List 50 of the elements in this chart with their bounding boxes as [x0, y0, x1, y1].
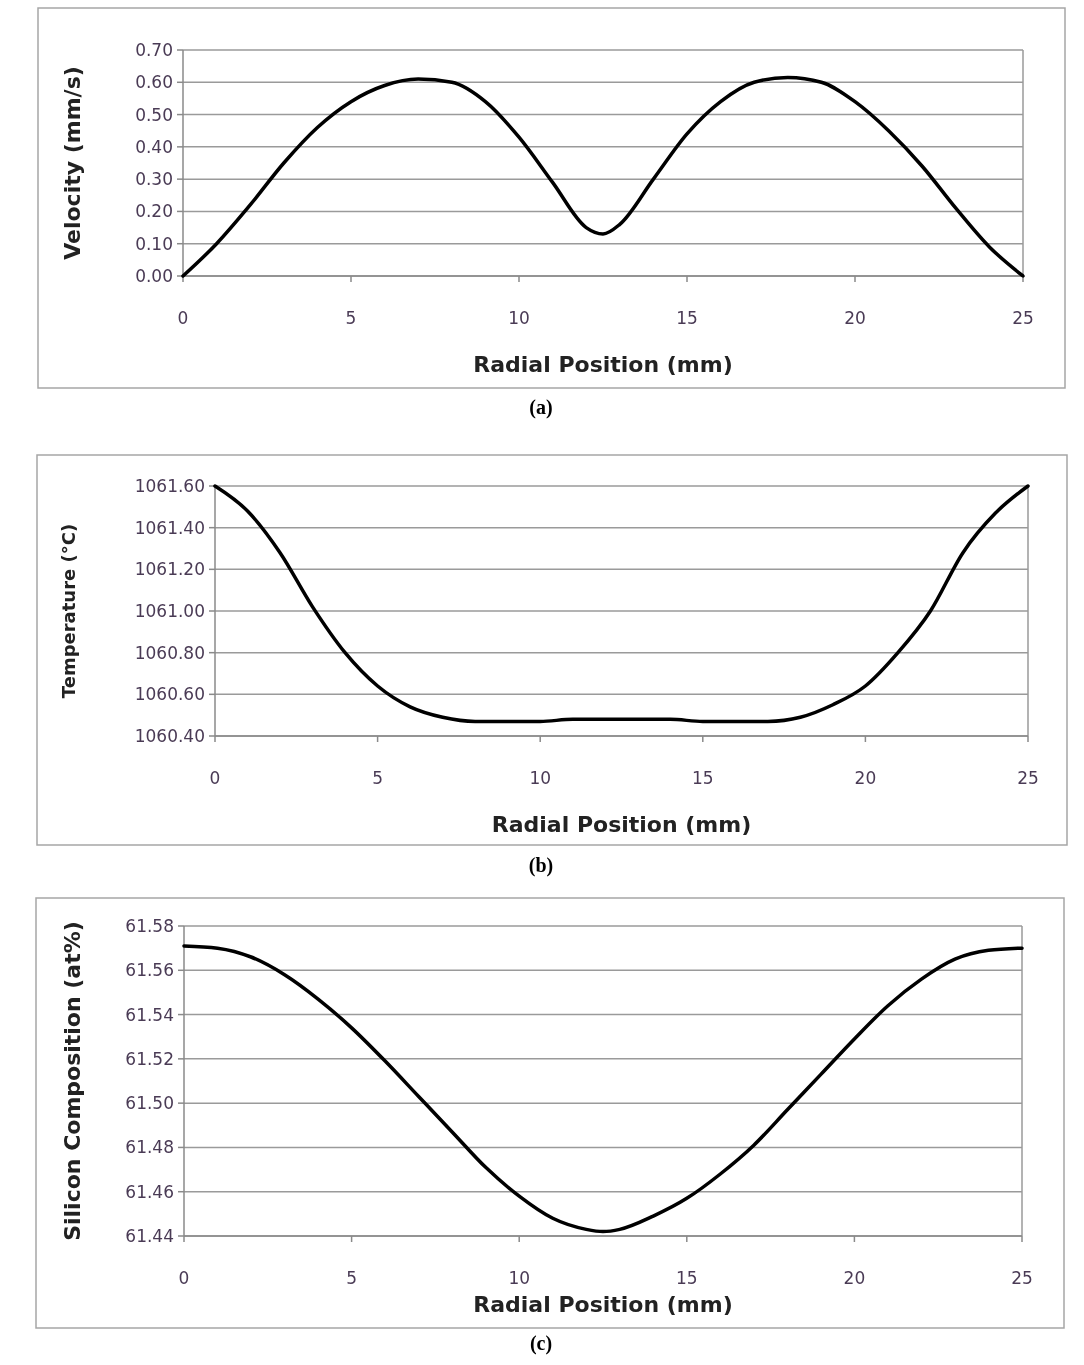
x-tick-label: 25 [1011, 1268, 1033, 1288]
y-tick-label: 0.30 [135, 169, 173, 190]
x-tick-label: 10 [529, 768, 552, 788]
y-tick-label: 0.60 [135, 72, 173, 93]
y-tick-label: 1061.00 [134, 600, 205, 621]
text: (a) [529, 396, 553, 419]
x-tick-label: 15 [691, 768, 714, 788]
y-tick-label: 1060.40 [134, 725, 205, 746]
x-tick-label: 5 [346, 1268, 358, 1288]
y-tick-label: 61.56 [125, 960, 174, 981]
x-tick-label: 20 [843, 1268, 866, 1288]
y-tick-label: 61.58 [125, 915, 174, 936]
y-tick-label: 0.00 [135, 265, 173, 286]
x-tick-label: 15 [676, 308, 698, 328]
y-tick-label: 0.20 [135, 201, 173, 222]
x-tick-label: 0 [178, 1268, 190, 1288]
y-tick-label: 61.48 [125, 1137, 174, 1158]
y-tick-label: 0.50 [135, 104, 173, 125]
x-axis-title: Radial Position (mm) [473, 1292, 733, 1317]
y-tick-label: 61.46 [125, 1181, 174, 1202]
x-tick-label: 0 [177, 308, 189, 328]
y-tick-label: 61.52 [125, 1048, 174, 1069]
y-tick-label: 61.54 [125, 1004, 174, 1025]
y-tick-label: 1061.40 [134, 517, 205, 538]
y-tick-label: 61.44 [125, 1225, 174, 1246]
y-axis-title: Temperature (°C) [58, 523, 79, 699]
x-tick-label: 5 [372, 768, 384, 788]
x-tick-label: 10 [508, 308, 530, 328]
y-axis-title: Velocity (mm/s) [60, 66, 85, 260]
x-tick-label: 20 [844, 308, 866, 328]
y-tick-label: 0.40 [135, 136, 173, 157]
x-tick-label: 5 [345, 308, 357, 328]
x-tick-label: 20 [854, 768, 877, 788]
x-tick-label: 15 [675, 1268, 698, 1288]
y-tick-label: 0.70 [135, 39, 173, 60]
text: (c) [529, 1332, 553, 1355]
y-tick-label: 1061.60 [134, 475, 205, 496]
x-tick-label: 25 [1012, 308, 1034, 328]
text: (b) [528, 854, 554, 877]
x-tick-label: 10 [508, 1268, 531, 1288]
x-tick-label: 0 [209, 768, 221, 788]
x-tick-label: 25 [1017, 768, 1039, 788]
y-tick-label: 61.50 [125, 1093, 174, 1114]
y-tick-label: 1060.60 [134, 684, 205, 705]
x-axis-title: Radial Position (mm) [491, 812, 752, 837]
y-tick-label: 1060.80 [134, 642, 205, 663]
y-axis-title: Silicon Composition (at%) [60, 921, 85, 1241]
y-tick-label: 1061.20 [134, 559, 205, 580]
x-axis-title: Radial Position (mm) [473, 352, 733, 377]
y-tick-label: 0.10 [135, 233, 173, 254]
